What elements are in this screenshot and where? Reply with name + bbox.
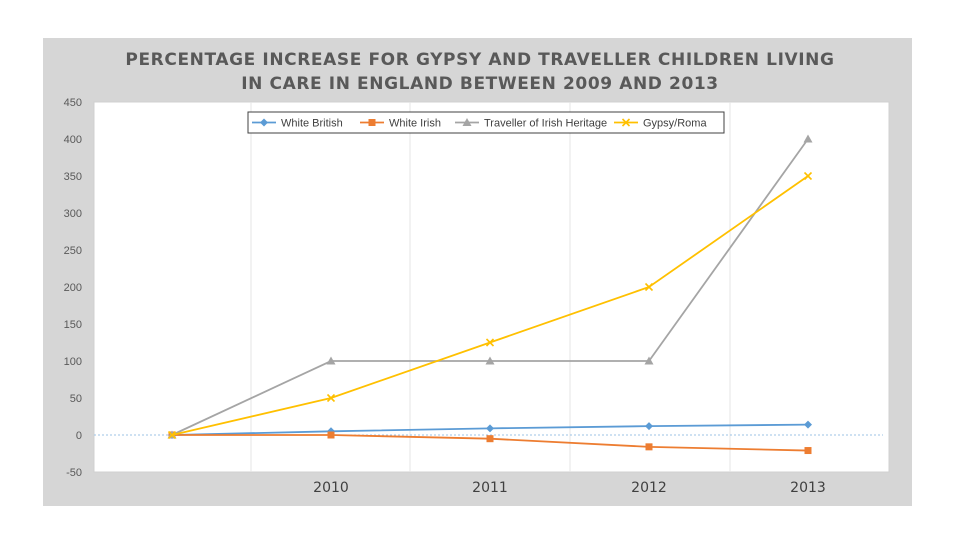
y-tick-label-300: 300	[64, 208, 82, 220]
y-tick-label--50: -50	[66, 467, 82, 479]
point-white-irish-3	[645, 443, 653, 451]
legend-label-white-irish: White Irish	[389, 118, 441, 130]
series-layer	[167, 134, 813, 455]
point-gypsy-roma-1	[326, 393, 336, 403]
legend: White British White Irish Traveller of Iri…	[247, 111, 725, 134]
point-gypsy-roma-0	[167, 430, 177, 440]
point-white-british-2	[486, 424, 494, 433]
point-traveller-of-irish-heritage-1	[326, 356, 336, 365]
y-tick-label-0: 0	[76, 430, 82, 442]
legend-marker-white-irish	[368, 119, 376, 126]
point-gypsy-roma-3	[644, 282, 654, 292]
legend-marker-white-british	[260, 118, 268, 127]
x-tick-label-2012: 2012	[631, 480, 667, 496]
legend-marker-gypsy-roma	[621, 118, 631, 127]
point-white-irish-4	[804, 447, 812, 455]
point-white-british-4	[804, 420, 812, 429]
point-traveller-of-irish-heritage-4	[803, 134, 813, 143]
y-tick-label-400: 400	[64, 134, 82, 146]
point-gypsy-roma-4	[803, 171, 813, 181]
legend-label-traveller-of-irish-heritage: Traveller of Irish Heritage	[484, 118, 607, 130]
y-tick-label-50: 50	[70, 393, 82, 405]
y-tick-label-250: 250	[64, 245, 82, 257]
x-tick-label-2011: 2011	[472, 480, 508, 496]
y-tick-label-150: 150	[64, 319, 82, 331]
point-white-irish-2	[486, 435, 494, 443]
point-traveller-of-irish-heritage-3	[644, 356, 654, 365]
y-tick-label-200: 200	[64, 282, 82, 294]
point-traveller-of-irish-heritage-2	[485, 356, 495, 365]
point-gypsy-roma-2	[485, 338, 495, 347]
chart-title: PERCENTAGE INCREASE FOR GYPSY AND TRAVEL…	[0, 48, 960, 96]
gridlines	[250, 102, 731, 472]
legend-label-white-british: White British	[281, 118, 343, 130]
legend-marker-traveller-of-irish-heritage	[462, 118, 472, 126]
chart-title-line-2: IN CARE IN ENGLAND BETWEEN 2009 AND 2013	[241, 74, 719, 94]
axes: -50 0 50 100 150 200 250 300 350 400 450 2010 2011 20…	[64, 97, 883, 496]
point-white-irish-1	[327, 431, 335, 439]
point-white-british-3	[645, 422, 653, 431]
y-tick-label-350: 350	[64, 171, 82, 183]
y-tick-label-450: 450	[64, 97, 82, 109]
chart-title-line-1: PERCENTAGE INCREASE FOR GYPSY AND TRAVEL…	[125, 50, 835, 70]
x-tick-label-2010: 2010	[313, 480, 349, 496]
y-tick-label-100: 100	[64, 356, 82, 368]
x-tick-label-2013: 2013	[790, 480, 826, 496]
legend-label-gypsy-roma: Gypsy/Roma	[643, 118, 707, 130]
legend-box	[247, 111, 725, 134]
